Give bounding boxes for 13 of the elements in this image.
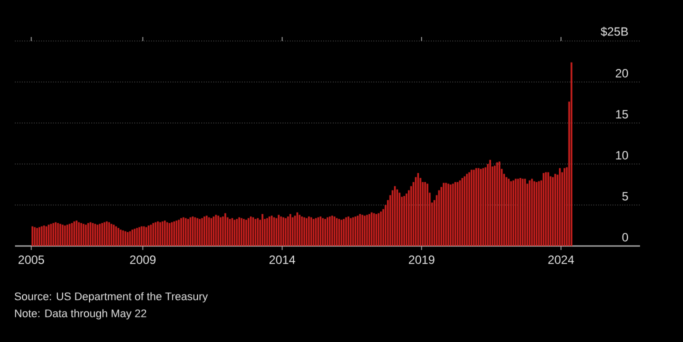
y-tick-label: $25B xyxy=(600,26,628,36)
text: Note: Data through May 22 xyxy=(15,309,146,320)
y-tick-label: 20 xyxy=(616,69,628,78)
x-tick-label: 2024 xyxy=(548,256,574,264)
source-note: Source: US Department of the Treasury xyxy=(14,292,208,302)
y-tick-label: 10 xyxy=(616,151,628,160)
y-tick-label: 5 xyxy=(622,192,628,200)
x-tick-label: 2019 xyxy=(408,256,434,264)
y-tick-label: 15 xyxy=(616,110,628,118)
x-tick-label: 2009 xyxy=(130,256,156,264)
y-tick-label: 0 xyxy=(622,233,628,242)
x-tick-label: 2005 xyxy=(18,256,44,264)
x-tick-label: 2014 xyxy=(269,256,296,264)
